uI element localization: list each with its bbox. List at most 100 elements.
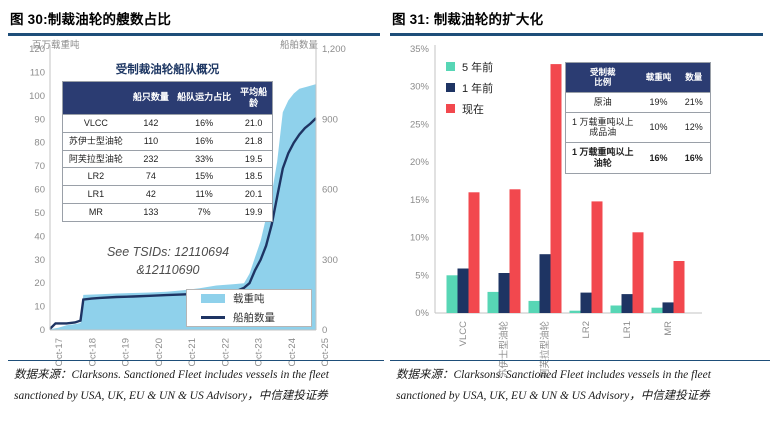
bar-1 年前-LR2 <box>580 292 592 313</box>
legend-label: 载重吨 <box>233 292 265 305</box>
x-tick-label: Oct-20 <box>154 338 165 367</box>
table-cell: 74 <box>128 167 174 186</box>
table-header-row: 受制裁 比例 载重吨 数量 <box>565 62 711 93</box>
table-cell: 110 <box>128 131 174 151</box>
x-tick-label: Oct-21 <box>187 338 198 367</box>
y-tick-label: 0% <box>415 308 429 319</box>
table-cell: 232 <box>128 149 174 168</box>
y-tick-label: 15% <box>410 194 430 205</box>
fleet-growth-chart-area: 百万载重吨 船舶数量 0 10 20 30 40 50 60 70 80 90 100 110 120 0… <box>8 37 380 367</box>
column-header <box>62 81 129 115</box>
y-tick-label: 20% <box>410 157 430 168</box>
table-cell: 12% <box>677 111 711 143</box>
column-header: 船队运力占比 <box>173 81 236 115</box>
table-row: LR2 74 15% 18.5 <box>62 167 273 186</box>
column-header: 数量 <box>677 62 711 93</box>
table-cell: 1 万载重吨以上 成品油 <box>565 111 640 143</box>
left-y-tick-label: 80 <box>34 137 45 148</box>
title-rule <box>390 33 763 36</box>
table-cell: 21.8 <box>235 131 273 151</box>
source-line-2: sanctioned by USA, UK, EU & UN & US Advi… <box>14 390 328 403</box>
figure-31-title: 图 31: 制裁油轮的扩大化 <box>392 12 544 27</box>
table-cell: 1 万载重吨以上 油轮 <box>565 142 640 174</box>
y-tick-label: 25% <box>410 119 430 130</box>
left-y-tick-label: 30 <box>34 254 45 265</box>
area-swatch-icon <box>201 293 225 303</box>
fig31-legend: 5 年前 1 年前现在 <box>446 59 493 117</box>
title-rule <box>8 33 380 36</box>
table-row: 1 万载重吨以上 成品油 10% 12% <box>565 111 711 143</box>
bar-1 年前-VLCC <box>457 268 469 313</box>
table-cell: 20.1 <box>235 185 273 204</box>
table-cell: 16% <box>173 114 236 133</box>
bar-1 年前-苏伊士型油轮 <box>498 272 510 313</box>
x-tick-label: Oct-18 <box>87 338 98 367</box>
table-row: 阿芙拉型油轮 232 33% 19.5 <box>62 149 273 168</box>
table-cell: VLCC <box>62 114 129 133</box>
left-y-tick-label: 10 <box>34 301 45 312</box>
right-y-tick-label: 900 <box>322 114 338 125</box>
x-category-label: 苏伊士型油轮 <box>498 320 510 378</box>
fleet-table-title: 受制裁油轮船队概况 <box>115 63 220 76</box>
fig30-legend: 载重吨 船舶数量 <box>186 288 312 327</box>
legend-item-dwt: 载重吨 <box>201 291 311 306</box>
table-cell: 19% <box>639 91 678 113</box>
x-tick-label: Oct-23 <box>254 338 265 367</box>
legend-label: 5 年前 <box>462 61 494 74</box>
x-category-label: MR <box>663 320 674 335</box>
right-y-tick-label: 1,200 <box>322 44 346 55</box>
left-y-tick-label: 110 <box>30 67 45 78</box>
bar-5 年前-LR2 <box>569 310 581 313</box>
bar-5 年前-阿芙拉型油轮 <box>528 300 540 313</box>
tsid-annotation: See TSIDs: 12110694 &12110690 <box>68 243 268 279</box>
legend-swatch-icon <box>446 104 455 113</box>
column-header: 受制裁 比例 <box>565 62 640 93</box>
figure-30: 图 30:制裁油轮的艘数占比 百万载重吨 船舶数量 0 10 20 30 40 50 60 7… <box>8 6 380 367</box>
expansion-bar-chart: 0% 5% 10% 15% 20% 25% 30% 35% VLCC 苏伊士型油轮 阿芙拉型油轮 LR… <box>410 44 702 378</box>
table-cell: 142 <box>128 114 174 133</box>
ratio-table-header: 受制裁 比例 载重吨 数量 <box>565 62 711 93</box>
table-cell: 10% <box>639 111 678 143</box>
table-cell: 7% <box>173 202 236 222</box>
left-y-tick-label: 120 <box>29 44 45 55</box>
right-y-tick-label: 600 <box>322 184 338 195</box>
table-cell: 16% <box>173 131 236 151</box>
dwt-axis-label: 百万载重吨 <box>32 39 80 51</box>
y-tick-label: 30% <box>410 81 430 92</box>
bar-5 年前-VLCC <box>446 274 458 313</box>
table-cell: 21% <box>677 91 711 113</box>
x-tick-label: Oct-17 <box>54 338 65 367</box>
table-cell: LR2 <box>62 167 129 186</box>
figure-31: 图 31: 制裁油轮的扩大化 0% 5% 10% 15% 20% 25% 30% 35% VLC… <box>390 6 763 378</box>
x-category-label: LR1 <box>622 321 633 338</box>
table-cell: 42 <box>128 185 174 204</box>
legend-label: 现在 <box>462 103 484 116</box>
table-cell: 11% <box>173 185 236 204</box>
table-cell: 33% <box>173 149 236 168</box>
y-tick-label: 5% <box>415 270 429 281</box>
fleet-table-body: VLCC 142 16% 21.0 苏伊士型油轮 110 16% 21.8 阿芙拉型油轮 232 3… <box>62 114 273 222</box>
left-y-tick-label: 0 <box>40 325 45 336</box>
tsid-line-2: &12110690 <box>136 262 200 277</box>
source-note-30: 数据来源：Clarksons. Sanctioned Fleet include… <box>8 360 384 408</box>
table-cell: 苏伊士型油轮 <box>62 131 129 151</box>
x-category-label: 阿芙拉型油轮 <box>539 320 551 378</box>
left-y-tick-label: 20 <box>34 278 45 289</box>
legend-item: 5 年前 <box>446 59 493 75</box>
table-cell: 133 <box>128 202 174 222</box>
x-category-label: LR2 <box>581 321 592 338</box>
x-tick-label: Oct-22 <box>220 338 231 367</box>
bar-1 年前-阿芙拉型油轮 <box>539 253 551 313</box>
table-cell: 18.5 <box>235 167 273 186</box>
legend-label: 1 年前 <box>462 82 494 95</box>
legend-swatch-icon <box>446 62 455 71</box>
table-cell: 阿芙拉型油轮 <box>62 149 129 168</box>
left-y-tick-label: 60 <box>34 184 45 195</box>
bar-1 年前-LR1 <box>621 293 633 313</box>
left-y-tick-label: 90 <box>34 114 45 125</box>
column-header: 载重吨 <box>639 62 678 93</box>
table-row: VLCC 142 16% 21.0 <box>62 114 273 133</box>
left-y-tick-label: 100 <box>29 90 45 101</box>
table-cell: 21.0 <box>235 114 273 133</box>
bar-现在-VLCC <box>468 191 480 313</box>
